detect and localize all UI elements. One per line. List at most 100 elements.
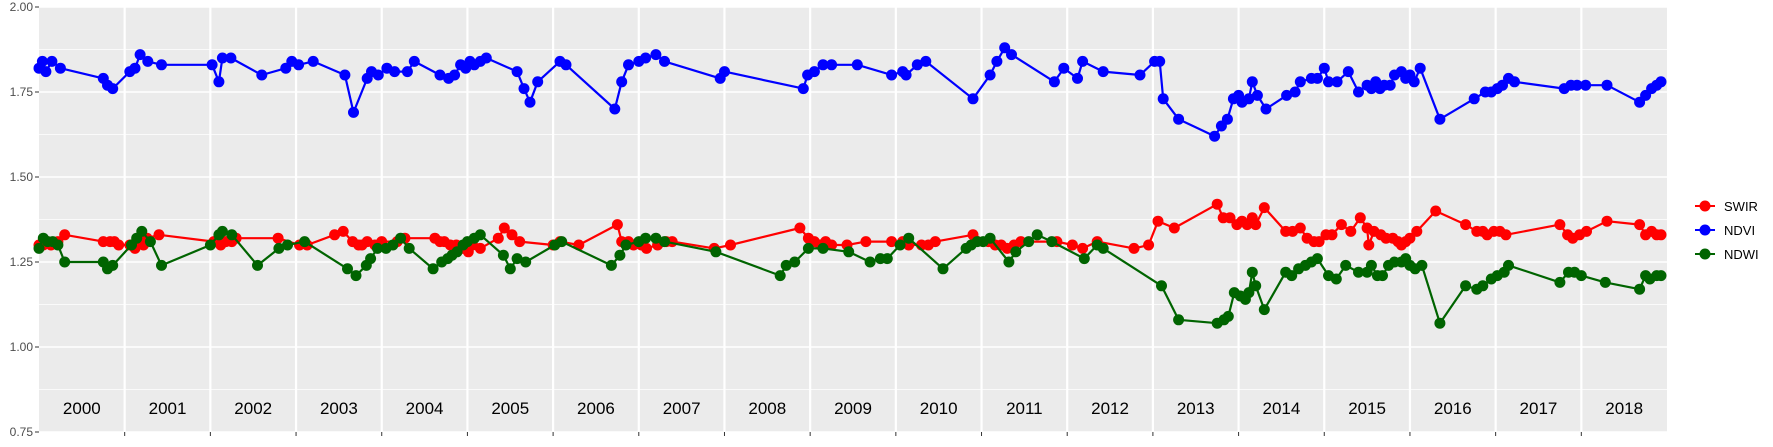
data-point-ndwi bbox=[1078, 253, 1090, 265]
data-point-ndwi bbox=[1655, 270, 1667, 282]
data-point-ndvi bbox=[1468, 93, 1480, 105]
data-point-ndwi bbox=[640, 232, 652, 244]
data-point-ndwi bbox=[817, 242, 829, 254]
data-point-ndwi bbox=[372, 242, 383, 254]
year-labels: 2000 2001 2002 2003 2004 2005 2006 2007 2008 2009… bbox=[63, 399, 1643, 418]
year-label: 2002 bbox=[234, 399, 272, 418]
data-point-ndvi bbox=[851, 59, 863, 71]
y-axis: 0.75 1.00 1.25 1.50 1.75 2.00 bbox=[10, 0, 39, 439]
series-ndvi bbox=[33, 42, 1667, 142]
y-tick-label: 0.75 bbox=[10, 425, 34, 439]
data-point-ndvi bbox=[999, 42, 1011, 54]
data-point-ndwi bbox=[864, 256, 876, 268]
data-point-ndvi bbox=[307, 55, 319, 67]
data-point-ndwi bbox=[894, 239, 906, 251]
data-point-ndwi bbox=[937, 263, 949, 275]
data-point-swir bbox=[1411, 225, 1423, 237]
data-point-swir bbox=[1152, 215, 1164, 227]
data-point-ndvi bbox=[817, 59, 829, 71]
data-point-ndvi bbox=[1571, 79, 1583, 91]
data-point-ndvi bbox=[1353, 86, 1364, 98]
data-point-swir bbox=[1250, 219, 1262, 231]
year-label: 2011 bbox=[1006, 399, 1043, 418]
data-point-ndvi bbox=[1601, 79, 1613, 91]
y-tick-label: 2.00 bbox=[10, 0, 34, 14]
data-point-ndwi bbox=[395, 232, 407, 244]
data-point-ndwi bbox=[350, 270, 362, 282]
legend-key-point bbox=[1699, 224, 1711, 236]
data-point-ndvi bbox=[532, 76, 544, 88]
data-point-swir bbox=[59, 229, 71, 241]
data-point-swir bbox=[337, 225, 349, 237]
data-point-ndvi bbox=[1058, 62, 1070, 74]
data-point-ndvi bbox=[1173, 113, 1185, 125]
data-point-ndwi bbox=[774, 270, 786, 282]
data-point-ndvi bbox=[1281, 89, 1293, 101]
data-point-swir bbox=[1345, 225, 1357, 237]
year-label: 2018 bbox=[1605, 399, 1643, 418]
data-point-ndvi bbox=[1077, 55, 1089, 67]
data-point-ndwi bbox=[614, 249, 626, 261]
data-point-swir bbox=[1354, 212, 1366, 224]
year-label: 2016 bbox=[1434, 399, 1472, 418]
data-point-ndvi bbox=[225, 52, 237, 64]
data-point-swir bbox=[1258, 202, 1270, 214]
year-label: 2014 bbox=[1263, 399, 1301, 418]
data-point-ndvi bbox=[1384, 79, 1396, 91]
data-point-ndvi bbox=[623, 59, 634, 71]
data-point-swir bbox=[1211, 198, 1223, 210]
data-point-ndvi bbox=[511, 66, 523, 78]
data-point-ndvi bbox=[1509, 76, 1520, 88]
data-point-swir bbox=[474, 242, 486, 254]
data-point-swir bbox=[492, 232, 504, 244]
data-point-swir bbox=[272, 232, 284, 244]
data-point-ndwi bbox=[1311, 253, 1323, 265]
data-point-ndwi bbox=[1503, 259, 1514, 271]
data-point-ndwi bbox=[556, 236, 568, 248]
data-point-ndvi bbox=[1414, 62, 1426, 74]
data-point-ndvi bbox=[1251, 89, 1263, 101]
data-point-ndwi bbox=[1599, 276, 1611, 288]
data-point-ndvi bbox=[719, 66, 730, 78]
year-label: 2008 bbox=[748, 399, 786, 418]
data-point-ndvi bbox=[1294, 76, 1306, 88]
data-point-swir bbox=[1430, 205, 1442, 217]
data-point-ndvi bbox=[886, 69, 898, 81]
data-point-ndvi bbox=[1323, 76, 1334, 88]
data-point-swir bbox=[1168, 222, 1180, 234]
legend-label: NDWI bbox=[1724, 247, 1759, 262]
data-point-ndwi bbox=[1023, 236, 1035, 248]
data-point-ndwi bbox=[226, 229, 238, 241]
data-point-ndvi bbox=[650, 49, 662, 61]
data-point-swir bbox=[1554, 219, 1566, 231]
data-point-ndvi bbox=[560, 59, 572, 71]
data-point-ndwi bbox=[843, 246, 855, 258]
data-point-ndvi bbox=[389, 66, 401, 78]
data-point-ndvi bbox=[434, 69, 446, 81]
data-point-swir bbox=[641, 242, 652, 254]
data-point-ndwi bbox=[1365, 259, 1377, 271]
series-layer bbox=[33, 42, 1667, 329]
data-point-ndwi bbox=[620, 239, 632, 251]
data-point-ndwi bbox=[273, 242, 285, 254]
data-point-swir bbox=[1128, 242, 1140, 254]
data-point-ndwi bbox=[156, 259, 167, 271]
data-point-ndvi bbox=[920, 55, 932, 67]
data-point-ndvi bbox=[449, 69, 461, 81]
year-label: 2005 bbox=[491, 399, 529, 418]
data-point-swir bbox=[826, 239, 838, 251]
data-point-swir bbox=[1404, 232, 1416, 244]
data-point-ndvi bbox=[1243, 93, 1255, 105]
data-point-ndwi bbox=[1554, 276, 1566, 288]
data-point-ndwi bbox=[282, 239, 293, 251]
data-point-ndvi bbox=[216, 52, 228, 64]
data-point-ndvi bbox=[46, 55, 58, 67]
data-point-swir bbox=[1655, 229, 1667, 241]
data-point-ndwi bbox=[387, 239, 399, 251]
data-point-ndvi bbox=[293, 59, 305, 71]
data-point-ndwi bbox=[1173, 314, 1185, 326]
data-point-ndvi bbox=[984, 69, 996, 81]
data-point-ndvi bbox=[1260, 103, 1272, 115]
data-point-ndwi bbox=[511, 253, 523, 265]
data-point-ndwi bbox=[1156, 280, 1167, 292]
